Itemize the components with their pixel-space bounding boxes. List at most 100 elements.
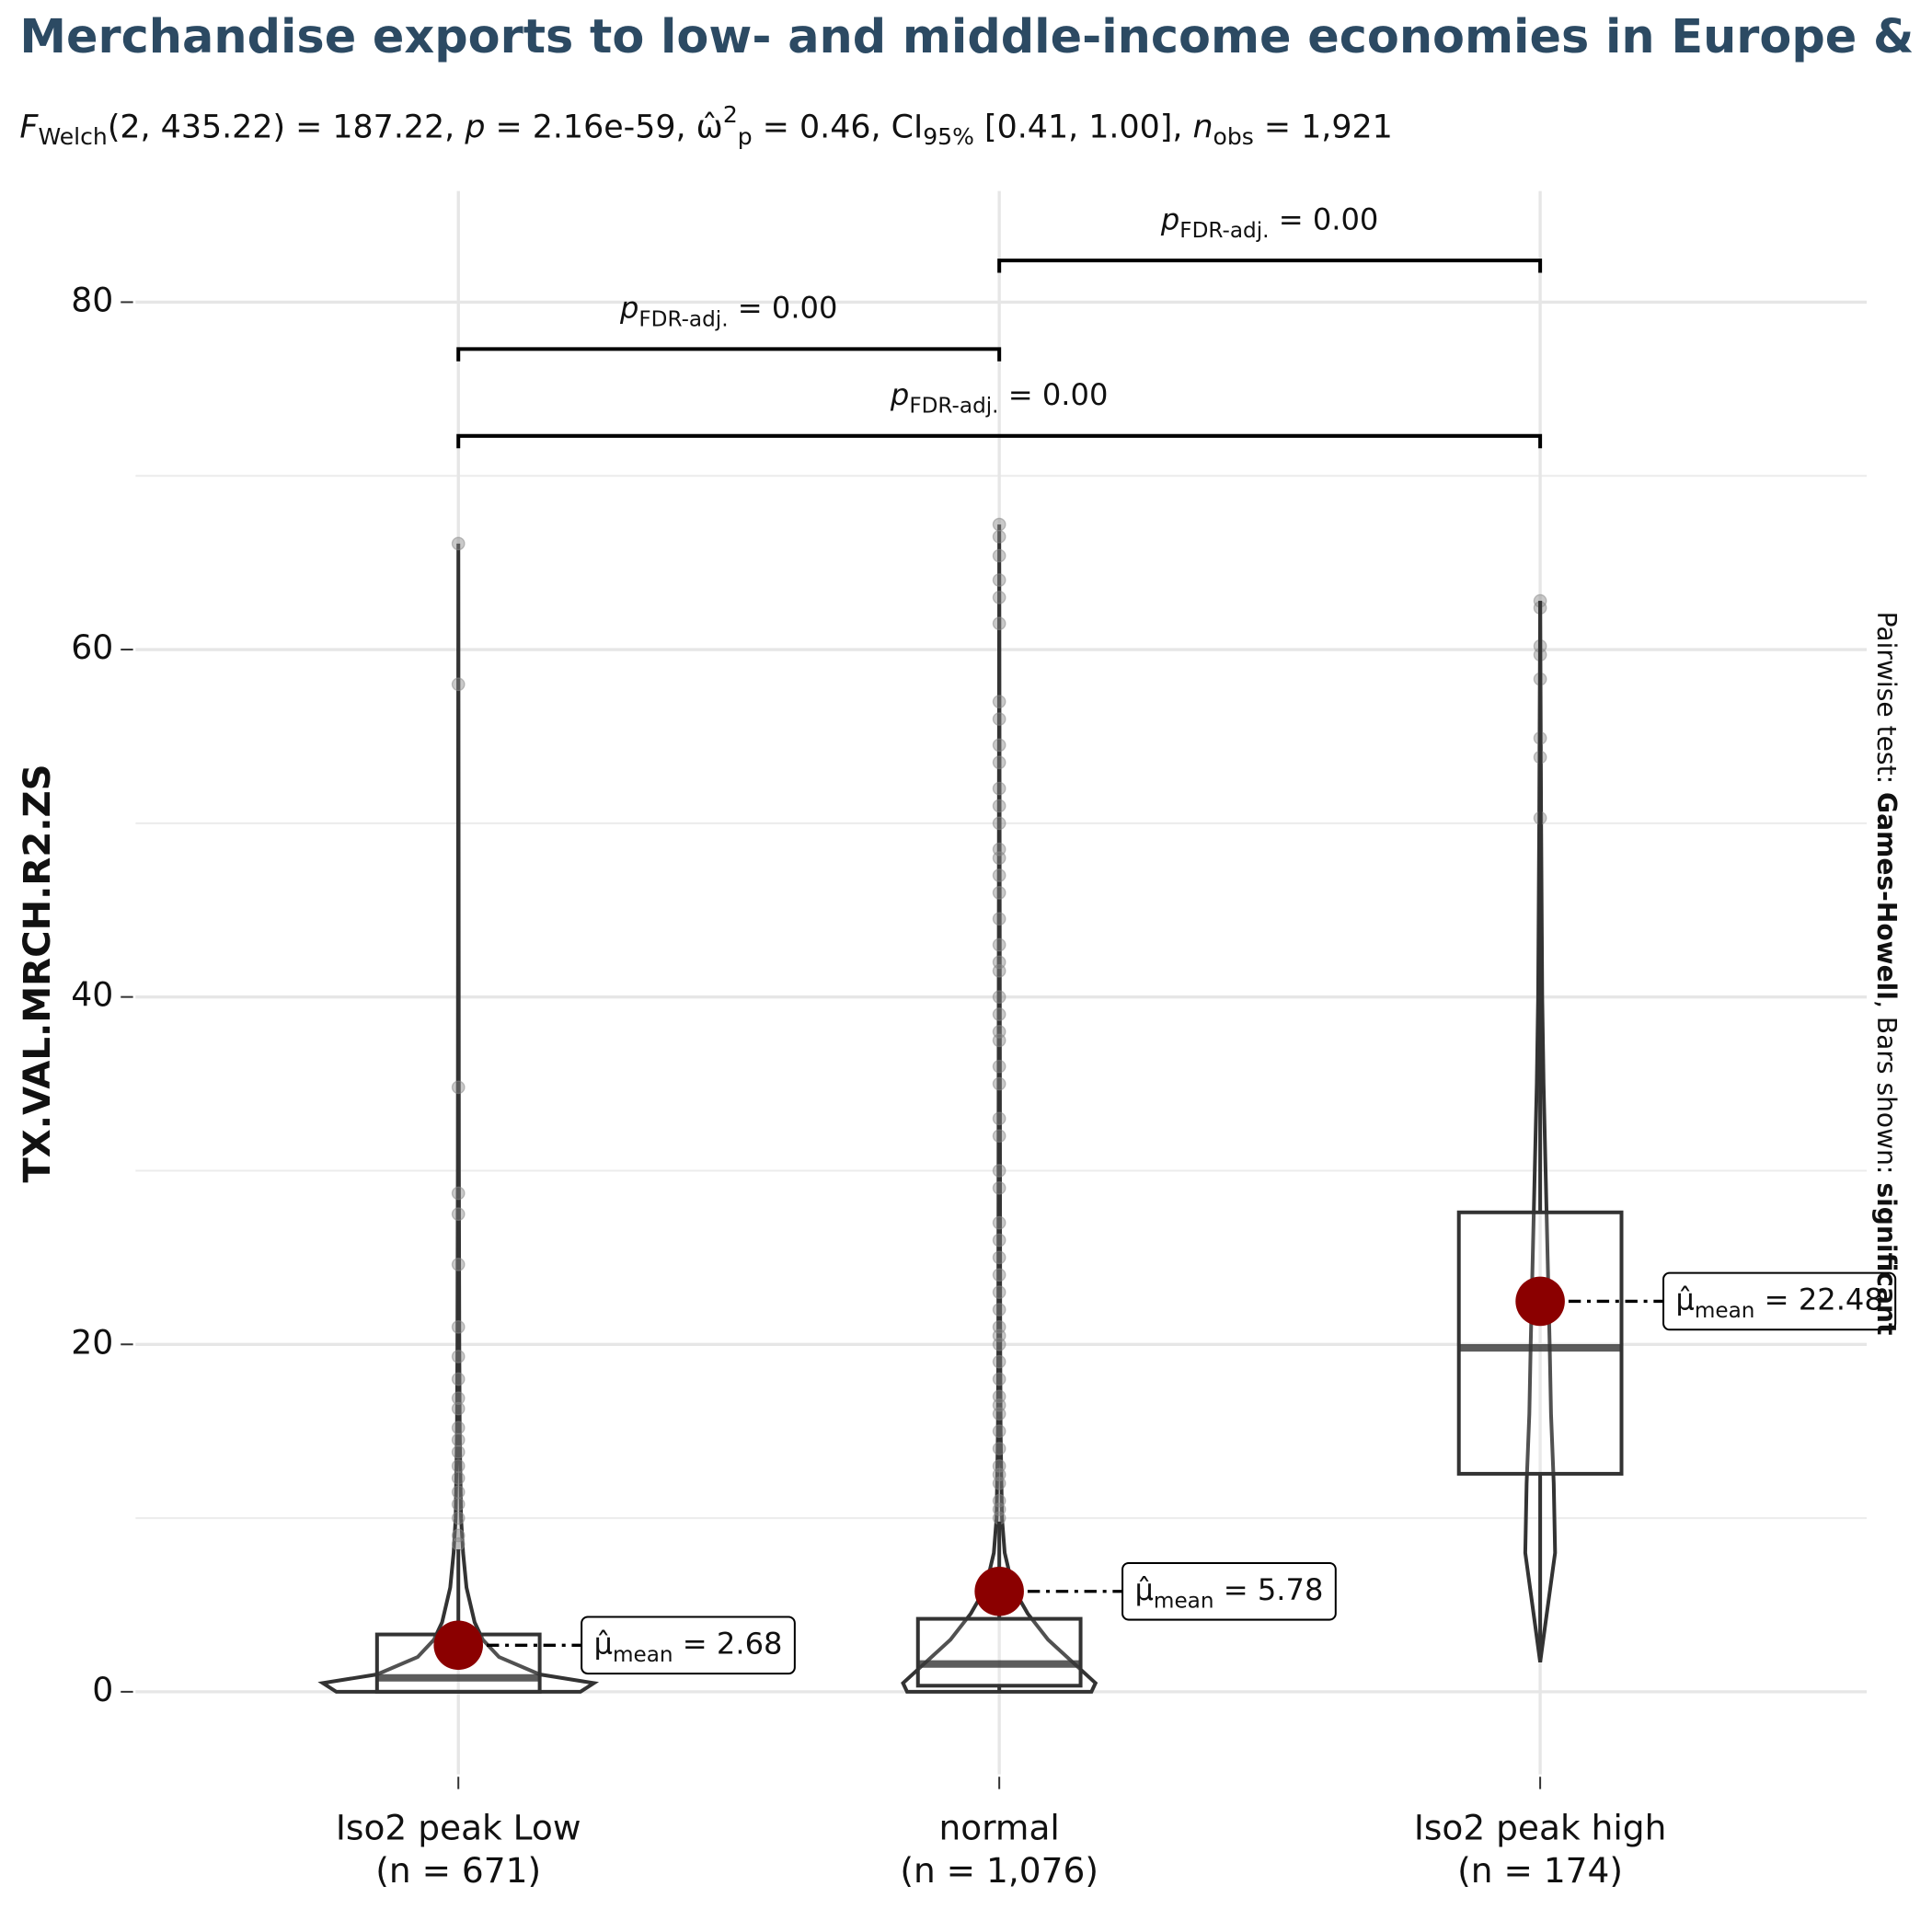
data-point (992, 1303, 1006, 1317)
box (1456, 1210, 1624, 1476)
data-point (992, 1354, 1006, 1369)
y-tick-label: 80 (71, 280, 113, 319)
data-point (992, 1250, 1006, 1265)
data-point (451, 1511, 466, 1525)
x-tick-label: Iso2 peak Low (336, 1807, 581, 1847)
data-point (992, 695, 1006, 709)
data-point (992, 616, 1006, 631)
text-segment: = (1754, 1282, 1798, 1317)
data-point (451, 1320, 466, 1334)
text-segment: p (738, 123, 753, 150)
data-point (451, 1401, 466, 1416)
y-tick-label: 20 (71, 1322, 113, 1362)
text-segment: = 0.00 (729, 291, 838, 326)
mean-value: 2.68 (717, 1626, 783, 1661)
text-segment: FDR-adj. (1179, 218, 1269, 242)
y-axis-label: TX.VAL.MRCH.R2.ZS (17, 764, 59, 1182)
data-point (992, 886, 1006, 900)
text-segment: Games-Howell (1871, 792, 1902, 1000)
data-point (992, 712, 1006, 726)
text-segment: = 2.16e-59, (485, 109, 696, 145)
data-point (992, 738, 1006, 753)
data-point (992, 1424, 1006, 1439)
data-point (992, 1076, 1006, 1091)
mean-value: 5.78 (1258, 1572, 1324, 1607)
data-point (451, 536, 466, 551)
text-segment: p (619, 291, 638, 326)
data-point (992, 573, 1006, 587)
comparison-label: pFDR-adj. = 0.00 (1160, 201, 1379, 242)
data-point (451, 1471, 466, 1486)
text-segment: μ̂ (594, 1626, 613, 1661)
data-point (992, 1215, 1006, 1230)
x-count-label: (n = 671) (375, 1850, 541, 1891)
data-point (992, 1007, 1006, 1021)
data-point (451, 1258, 466, 1271)
text-segment: ω̂ (696, 109, 723, 145)
text-segment: FDR-adj. (909, 394, 998, 418)
x-tick-label: Iso2 peak high (1414, 1807, 1667, 1847)
text-segment: = 0.00 (999, 377, 1109, 412)
data-point (992, 816, 1006, 831)
data-point (992, 1285, 1006, 1299)
data-point (992, 1180, 1006, 1195)
mean-value: 22.48 (1799, 1282, 1883, 1317)
text-segment: p (890, 377, 909, 412)
data-point (992, 517, 1006, 532)
text-segment: 2 (723, 101, 738, 128)
data-point (992, 851, 1006, 865)
mean-label: μ̂mean = 5.78 (1134, 1572, 1323, 1613)
data-point (992, 1033, 1006, 1048)
mean-label: μ̂mean = 2.68 (594, 1626, 783, 1666)
data-point (992, 1233, 1006, 1248)
text-segment: [0.41, 1.00], (974, 109, 1193, 145)
data-point (992, 990, 1006, 1005)
text-segment: , Bars shown: (1871, 1000, 1902, 1182)
data-point (451, 1459, 466, 1473)
data-point (451, 1207, 466, 1222)
x-tick-label: normal (938, 1807, 1059, 1847)
mean-label-box (1121, 1561, 1337, 1621)
chart-subtitle: FWelch(2, 435.22) = 187.22, p = 2.16e-59… (19, 101, 1392, 150)
data-point (992, 912, 1006, 926)
text-segment: mean (613, 1643, 673, 1667)
data-point (451, 1497, 466, 1512)
text-segment: p (1160, 201, 1179, 236)
data-point (992, 1407, 1006, 1421)
text-segment: = (673, 1626, 717, 1661)
text-segment: obs (1213, 123, 1254, 150)
y-tick-label: 0 (92, 1670, 113, 1709)
mean-label: μ̂mean = 22.48 (1675, 1282, 1882, 1322)
text-segment: = 1,921 (1254, 109, 1393, 145)
text-segment: FDR-adj. (638, 307, 728, 331)
y-tick-label: 40 (71, 975, 113, 1015)
data-point (992, 1164, 1006, 1178)
data-point (992, 781, 1006, 796)
data-point (992, 1372, 1006, 1386)
mean-label-box (581, 1616, 796, 1675)
text-segment: p (464, 109, 485, 145)
data-point (992, 937, 1006, 952)
data-point (992, 1129, 1006, 1144)
text-segment: mean (1695, 1299, 1755, 1323)
data-point (451, 1537, 466, 1551)
text-segment: Welch (38, 123, 107, 150)
data-point (992, 868, 1006, 882)
text-segment: (2, 435.22) = 187.22, (108, 109, 466, 145)
box (915, 1616, 1083, 1688)
text-segment: significant (1871, 1182, 1902, 1335)
mean-point (1515, 1276, 1565, 1327)
data-point (992, 1059, 1006, 1074)
text-segment: F (19, 109, 39, 145)
text-segment: mean (1154, 1589, 1214, 1613)
caption: Pairwise test: Games-Howell, Bars shown:… (1871, 612, 1902, 1336)
text-segment: μ̂ (1134, 1572, 1153, 1607)
data-point (992, 1476, 1006, 1490)
data-point (992, 548, 1006, 563)
data-point (992, 1111, 1006, 1126)
comparison-label: pFDR-adj. = 0.00 (619, 291, 838, 331)
x-count-label: (n = 1,076) (900, 1850, 1098, 1891)
text-segment: μ̂ (1675, 1282, 1694, 1317)
